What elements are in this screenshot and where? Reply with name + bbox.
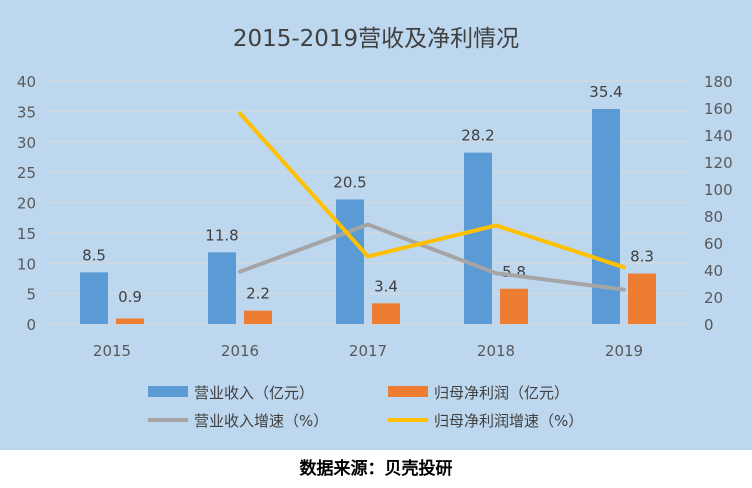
- y-right-tick-label: 180: [704, 73, 733, 91]
- bar-2: [116, 318, 144, 324]
- x-tick-label: 2015: [93, 342, 131, 360]
- bar-2: [372, 303, 400, 324]
- y-right-tick-label: 40: [704, 262, 723, 280]
- legend-label: 归母净利润（亿元）: [434, 384, 569, 402]
- legend-label: 营业收入增速（%）: [194, 412, 328, 430]
- data-label: 2.2: [246, 285, 270, 303]
- bar-1: [336, 199, 364, 324]
- y-left-tick-label: 40: [17, 73, 36, 91]
- y-right-tick-label: 160: [704, 100, 733, 118]
- bar-2: [628, 273, 656, 324]
- bar-1: [592, 108, 620, 324]
- data-label: 35.4: [589, 83, 622, 101]
- y-right-tick-label: 140: [704, 127, 733, 145]
- data-label: 20.5: [333, 173, 366, 191]
- y-right-tick-label: 80: [704, 208, 723, 226]
- data-label: 3.4: [374, 277, 398, 295]
- y-right-tick-label: 20: [704, 289, 723, 307]
- bar-1: [208, 252, 236, 324]
- legend-swatch: [388, 386, 428, 397]
- legend-swatch: [148, 386, 188, 397]
- chart-title: 2015-2019营收及净利情况: [233, 26, 519, 52]
- y-left-tick-label: 5: [26, 286, 36, 304]
- bar-2: [500, 288, 528, 324]
- chart-area: 2015-2019营收及净利情况 0 5 10 15 20 25 30 35 40 0 20 40 60 8…: [0, 0, 752, 450]
- line-series-1: [238, 222, 626, 292]
- legend-label: 营业收入（亿元）: [194, 384, 314, 402]
- y-left-tick-label: 0: [26, 316, 36, 334]
- y-right-tick-label: 0: [704, 316, 714, 334]
- chart-background: [0, 0, 752, 450]
- line-series-2: [238, 111, 626, 270]
- data-label: 8.5: [82, 246, 106, 264]
- x-tick-label: 2017: [349, 342, 387, 360]
- y-left-tick-label: 25: [17, 164, 36, 182]
- y-right-tick-label: 100: [704, 181, 733, 199]
- data-label: 0.9: [118, 288, 142, 306]
- bar-2: [244, 310, 272, 324]
- data-label: 28.2: [461, 127, 494, 145]
- y-left-tick-label: 35: [17, 103, 36, 121]
- data-label: 8.3: [630, 248, 654, 266]
- data-label: 11.8: [205, 226, 238, 244]
- combo-chart: 2015-2019营收及净利情况 0 5 10 15 20 25 30 35 40 0 20 40 60 8…: [0, 0, 752, 450]
- source-caption: 数据来源：贝壳投研: [299, 459, 453, 479]
- y-right-tick-label: 60: [704, 235, 723, 253]
- x-tick-label: 2016: [221, 342, 259, 360]
- y-left-tick-label: 30: [17, 134, 36, 152]
- legend-label: 归母净利润增速（%）: [434, 412, 583, 430]
- y-right-tick-label: 120: [704, 154, 733, 172]
- y-left-tick-label: 20: [17, 195, 36, 213]
- bar-1: [464, 152, 492, 324]
- bar-1: [80, 272, 108, 324]
- x-tick-label: 2019: [605, 342, 643, 360]
- x-tick-label: 2018: [477, 342, 515, 360]
- y-left-tick-label: 15: [17, 225, 36, 243]
- y-left-tick-label: 10: [17, 255, 36, 273]
